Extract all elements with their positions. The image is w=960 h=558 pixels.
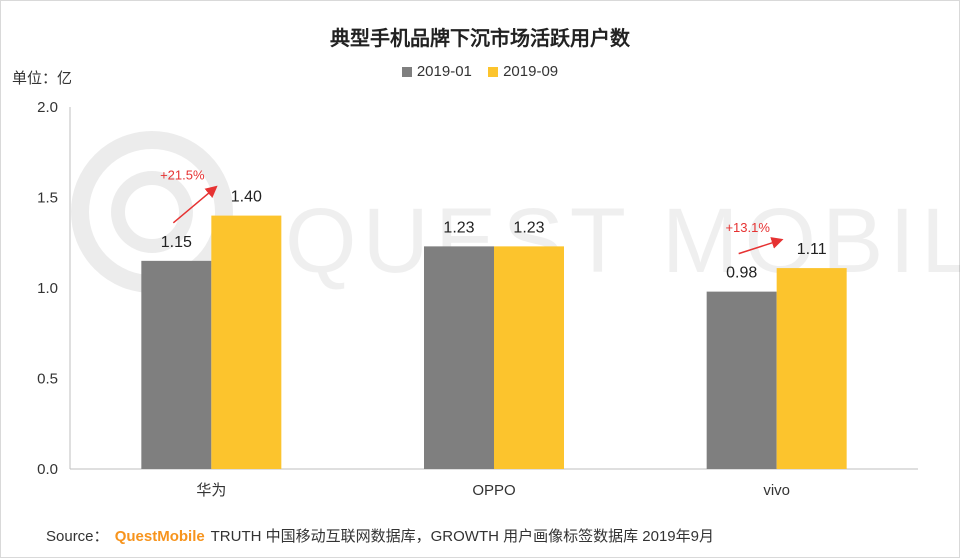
growth-annotation: +13.1% — [725, 220, 770, 235]
data-label: 1.40 — [231, 189, 262, 206]
y-tick-label: 2.0 — [37, 99, 58, 116]
y-tick-label: 1.0 — [37, 280, 58, 297]
data-label: 1.11 — [797, 241, 827, 258]
data-label: 1.23 — [443, 219, 474, 236]
bar-2019-09 — [776, 268, 847, 469]
data-label: 0.98 — [726, 265, 757, 282]
legend-item-series-1: 2019-01 — [401, 63, 472, 80]
growth-annotation: +21.5% — [160, 168, 205, 183]
bar-2019-01 — [141, 260, 212, 469]
legend: 2019-01 2019-09 — [0, 63, 960, 81]
y-axis-unit-label: 单位：亿 — [12, 70, 73, 87]
y-tick-label: 0.5 — [37, 371, 58, 388]
data-label: 1.15 — [161, 234, 192, 251]
legend-swatch-series-1 — [401, 66, 412, 77]
x-tick-label: OPPO — [472, 482, 515, 499]
bar-2019-01 — [706, 291, 777, 469]
x-tick-label: 华为 — [196, 482, 226, 499]
watermark-text: QUEST MOBILE — [285, 190, 960, 292]
source-brand: QuestMobile — [114, 528, 205, 545]
growth-arrow — [738, 237, 784, 255]
source-text: TRUTH 中国移动互联网数据库，GROWTH 用户画像标签数据库 2019年9… — [210, 528, 714, 545]
legend-label-series-2: 2019-09 — [503, 63, 559, 80]
legend-swatch-series-2 — [488, 66, 499, 77]
data-label: 1.23 — [513, 219, 544, 236]
bar-2019-01 — [424, 246, 494, 469]
y-tick-label: 0.0 — [37, 461, 58, 478]
chart-title: 典型手机品牌下沉市场活跃用户数 — [330, 28, 630, 50]
source-note: Source： QuestMobile TRUTH 中国移动互联网数据库，GRO… — [46, 525, 714, 546]
y-tick-label: 1.5 — [37, 190, 58, 207]
source-prefix: Source： — [46, 528, 109, 545]
x-tick-label: vivo — [763, 482, 790, 499]
bar-2019-09 — [494, 246, 564, 469]
legend-label-series-1: 2019-01 — [416, 63, 472, 80]
bar-2019-09 — [211, 215, 282, 469]
legend-item-series-2: 2019-09 — [488, 63, 558, 80]
growth-arrow — [172, 185, 218, 224]
